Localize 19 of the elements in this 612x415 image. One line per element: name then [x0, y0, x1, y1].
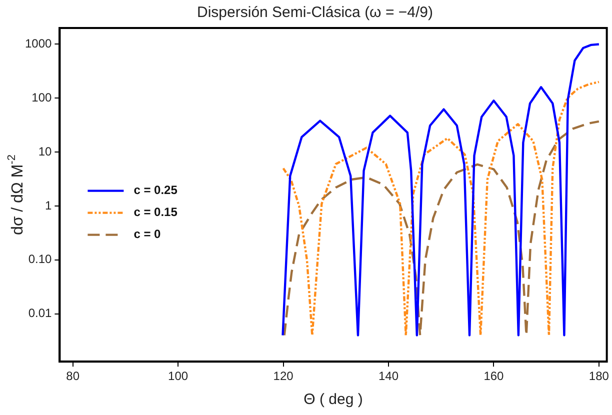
- legend-label: c = 0: [134, 227, 162, 242]
- line-series: [283, 120, 600, 336]
- y-axis-title: dσ / dΩ M-2: [6, 154, 26, 236]
- x-tick-label: 120: [273, 369, 294, 384]
- chart-title: Dispersión Semi-Clásica (ω = −4/9): [197, 4, 433, 22]
- x-tick-label: 160: [484, 369, 504, 384]
- y-tick-label: 1: [45, 198, 52, 212]
- y-tick-label: 1000: [24, 36, 52, 51]
- legend-label: c = 0.15: [134, 205, 178, 220]
- legend-label: c = 0.25: [134, 183, 178, 198]
- x-tick-label: 100: [168, 369, 188, 384]
- x-tick-label: 80: [66, 369, 80, 384]
- x-tick-label: 140: [378, 369, 399, 384]
- y-tick-label: 0.10: [28, 252, 52, 266]
- x-axis-title: Θ ( deg ): [304, 391, 363, 408]
- y-tick-label: 10: [38, 144, 52, 158]
- y-tick-label: 100: [32, 90, 52, 104]
- y-tick-label: 0.01: [28, 306, 52, 320]
- x-tick-label: 180: [588, 369, 610, 384]
